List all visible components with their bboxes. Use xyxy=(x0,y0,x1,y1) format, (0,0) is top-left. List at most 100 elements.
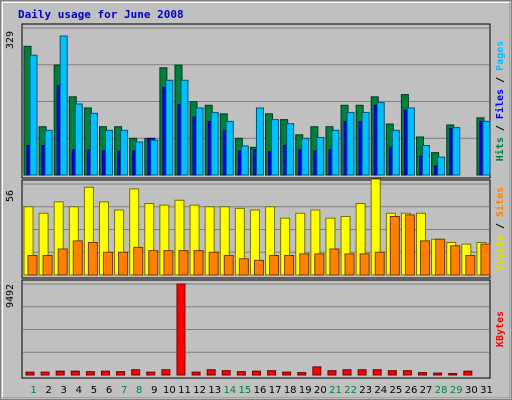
bar-sites-day-9 xyxy=(148,250,159,276)
bar-sites-day-4 xyxy=(72,240,83,276)
bar-kbytes-day-11 xyxy=(176,283,186,376)
bar-kbytes-day-10 xyxy=(161,369,171,376)
day-label-10: 10 xyxy=(163,385,176,396)
bar-kbytes-day-25 xyxy=(387,370,397,376)
bar-sites-day-5 xyxy=(87,242,98,276)
bar-pages-day-16 xyxy=(255,107,264,176)
bar-sites-day-13 xyxy=(208,251,219,276)
bar-kbytes-day-6 xyxy=(100,370,110,376)
bar-pages-day-4 xyxy=(74,103,83,176)
series-label-part: KBytes xyxy=(495,311,506,347)
bar-kbytes-day-22 xyxy=(342,369,352,376)
bar-sites-day-31 xyxy=(480,243,491,276)
day-label-7: 7 xyxy=(121,385,127,396)
bar-pages-day-26 xyxy=(406,107,415,176)
day-label-3: 3 xyxy=(61,385,67,396)
bar-sites-day-18 xyxy=(284,255,295,276)
bar-pages-day-6 xyxy=(104,129,113,176)
bar-sites-day-25 xyxy=(389,216,400,276)
bar-kbytes-day-18 xyxy=(282,371,292,376)
bar-kbytes-day-12 xyxy=(191,371,201,376)
bar-sites-day-24 xyxy=(374,251,385,276)
bar-sites-day-12 xyxy=(193,250,204,276)
bar-pages-day-22 xyxy=(346,111,355,176)
bar-pages-day-13 xyxy=(210,111,219,176)
bar-sites-day-3 xyxy=(57,248,68,276)
bar-pages-day-10 xyxy=(165,79,174,176)
bar-pages-day-5 xyxy=(89,112,98,176)
bar-kbytes-day-30 xyxy=(463,370,473,376)
bar-kbytes-day-29 xyxy=(448,373,458,376)
bar-kbytes-day-20 xyxy=(312,366,322,376)
panel-kbytes-max-label: 9492 xyxy=(5,284,16,308)
bar-sites-day-14 xyxy=(223,255,234,276)
bar-pages-day-17 xyxy=(271,119,280,176)
bar-sites-day-15 xyxy=(238,258,249,276)
bar-kbytes-day-27 xyxy=(418,372,428,376)
day-label-14: 14 xyxy=(223,385,236,396)
bar-kbytes-day-19 xyxy=(297,372,307,376)
day-label-13: 13 xyxy=(208,385,221,396)
bar-sites-day-11 xyxy=(178,250,189,276)
day-label-23: 23 xyxy=(359,385,372,396)
panel-visits-sites-series-label: Visits / Sites xyxy=(494,187,506,271)
bar-sites-day-6 xyxy=(102,251,113,276)
day-label-9: 9 xyxy=(151,385,157,396)
day-label-4: 4 xyxy=(76,385,82,396)
bar-sites-day-27 xyxy=(420,240,431,276)
series-label-part: Files xyxy=(494,89,506,119)
bar-pages-day-9 xyxy=(150,139,159,176)
panel-hits-files-pages-series-label: Hits / Files / Pages xyxy=(494,41,506,161)
bar-kbytes-day-7 xyxy=(116,371,126,376)
bar-kbytes-day-1 xyxy=(25,371,35,376)
day-label-20: 20 xyxy=(314,385,327,396)
bar-kbytes-day-13 xyxy=(206,369,216,376)
day-label-17: 17 xyxy=(269,385,282,396)
day-label-15: 15 xyxy=(239,385,252,396)
bar-pages-day-24 xyxy=(376,102,385,176)
panel-hits-files-pages-max-label: 329 xyxy=(5,31,16,49)
bar-kbytes-day-15 xyxy=(236,371,246,376)
bar-kbytes-day-5 xyxy=(85,371,95,376)
series-label-part: / xyxy=(495,217,506,235)
bar-kbytes-day-16 xyxy=(251,370,261,376)
day-label-8: 8 xyxy=(136,385,142,396)
series-label-part: Sites xyxy=(494,187,506,217)
bar-pages-day-14 xyxy=(225,120,234,176)
bar-kbytes-day-8 xyxy=(131,369,141,376)
day-label-31: 31 xyxy=(480,385,493,396)
day-label-25: 25 xyxy=(390,385,403,396)
bar-sites-day-19 xyxy=(299,253,310,276)
bar-kbytes-day-17 xyxy=(267,370,277,376)
series-label-part: / xyxy=(495,71,506,89)
day-label-24: 24 xyxy=(374,385,387,396)
bar-kbytes-day-2 xyxy=(40,371,50,376)
bar-pages-day-7 xyxy=(120,129,129,176)
bar-sites-day-28 xyxy=(435,238,446,276)
bar-pages-day-27 xyxy=(422,145,431,176)
day-label-28: 28 xyxy=(435,385,448,396)
panel-visits-sites-border xyxy=(21,179,491,279)
bar-pages-day-23 xyxy=(361,111,370,176)
day-label-29: 29 xyxy=(450,385,463,396)
day-label-1: 1 xyxy=(30,385,36,396)
day-label-11: 11 xyxy=(178,385,191,396)
bar-pages-day-28 xyxy=(437,156,446,176)
series-label-part: Hits xyxy=(494,137,506,161)
day-label-6: 6 xyxy=(106,385,112,396)
panel-kbytes-series-label: KBytes xyxy=(495,311,506,347)
bar-sites-day-7 xyxy=(118,251,129,276)
day-label-27: 27 xyxy=(420,385,433,396)
bar-sites-day-17 xyxy=(269,255,280,276)
bar-sites-day-10 xyxy=(163,250,174,276)
bar-pages-day-11 xyxy=(180,79,189,176)
bar-sites-day-1 xyxy=(27,255,38,276)
bar-sites-day-23 xyxy=(359,253,370,276)
bar-sites-day-30 xyxy=(465,255,476,276)
bar-pages-day-8 xyxy=(135,141,144,176)
bar-pages-day-12 xyxy=(195,107,204,176)
bar-sites-day-26 xyxy=(404,214,415,276)
bar-kbytes-day-9 xyxy=(146,371,156,376)
bar-sites-day-8 xyxy=(133,246,144,276)
bar-kbytes-day-4 xyxy=(70,370,80,376)
